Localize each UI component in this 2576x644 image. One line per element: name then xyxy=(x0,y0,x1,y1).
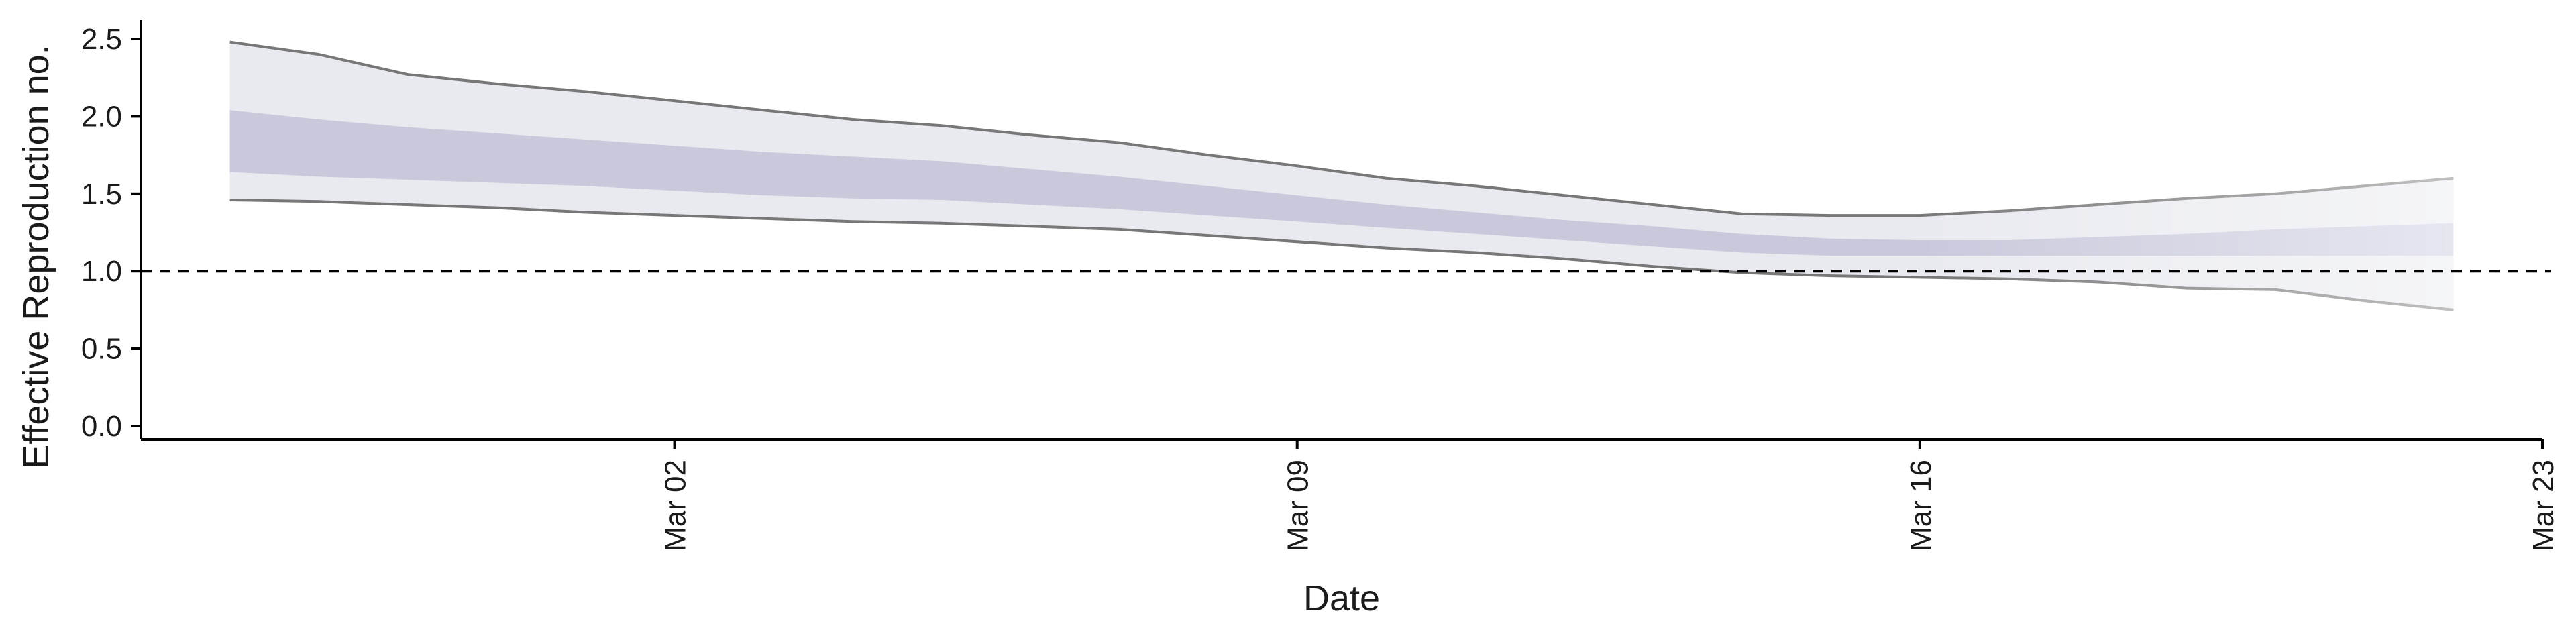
y-tick-label: 0.0 xyxy=(81,410,122,443)
y-tick-label: 1.5 xyxy=(81,178,122,211)
y-axis-title: Effective Reproduction no. xyxy=(16,44,56,468)
inner-interval-band xyxy=(229,110,2454,256)
x-tick-label: Mar 23 xyxy=(2527,460,2560,551)
x-axis-title: Date xyxy=(1303,578,1380,619)
outer-upper-bound-line xyxy=(229,40,2454,217)
x-tick-label: Mar 16 xyxy=(1904,460,1937,551)
y-tick-label: 2.5 xyxy=(81,23,122,56)
y-tick-label: 2.0 xyxy=(81,100,122,133)
x-tick-label: Mar 09 xyxy=(1282,460,1315,551)
y-tick-label: 0.5 xyxy=(81,333,122,366)
x-axis-ticks: Mar 02 Mar 09 Mar 16 Mar 23 xyxy=(659,439,2560,551)
credible-interval-bands xyxy=(229,40,2454,311)
y-tick-label: 1.0 xyxy=(81,255,122,288)
y-axis-ticks: 0.0 0.5 1.0 1.5 2.0 2.5 xyxy=(81,23,141,443)
x-tick-label: Mar 02 xyxy=(659,460,692,551)
outer-lower-bound-line xyxy=(229,199,2454,311)
